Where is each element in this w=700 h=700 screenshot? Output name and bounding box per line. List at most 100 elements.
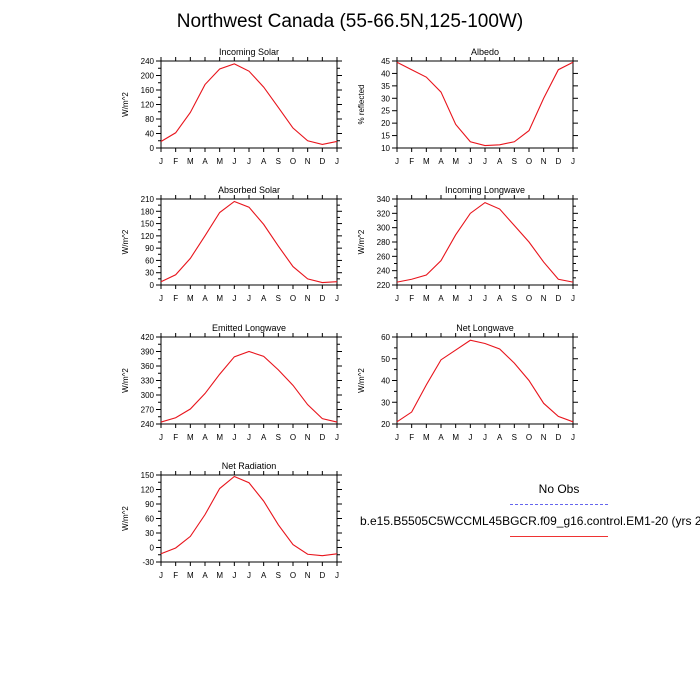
x-tick-label: A <box>261 571 267 580</box>
y-tick-label: 20 <box>381 119 390 128</box>
legend-obs-label: No Obs <box>538 482 580 496</box>
x-tick-label: A <box>261 433 267 442</box>
y-tick-label: 420 <box>141 333 155 342</box>
x-tick-label: S <box>512 157 517 166</box>
x-tick-label: J <box>335 294 339 303</box>
y-tick-label: 80 <box>145 115 154 124</box>
y-axis-label: W/m^2 <box>357 368 366 393</box>
x-tick-label: J <box>571 157 575 166</box>
y-tick-label: 240 <box>141 420 155 429</box>
y-tick-label: 0 <box>150 144 155 153</box>
y-tick-label: 210 <box>141 195 155 204</box>
x-tick-label: D <box>319 433 325 442</box>
x-tick-label: S <box>512 433 517 442</box>
y-tick-label: 10 <box>381 144 390 153</box>
x-tick-label: S <box>276 157 281 166</box>
x-tick-label: D <box>555 433 561 442</box>
y-tick-label: 300 <box>141 391 155 400</box>
y-tick-label: 340 <box>377 195 391 204</box>
x-tick-label: J <box>232 571 236 580</box>
x-tick-label: O <box>526 294 532 303</box>
y-tick-label: 320 <box>377 209 391 218</box>
x-tick-label: M <box>187 433 194 442</box>
y-tick-label: 35 <box>381 82 390 91</box>
x-tick-label: J <box>483 433 487 442</box>
x-tick-label: D <box>319 157 325 166</box>
y-tick-label: 120 <box>141 486 155 495</box>
y-tick-label: 30 <box>145 529 154 538</box>
x-tick-label: M <box>423 157 430 166</box>
y-tick-label: 270 <box>141 406 155 415</box>
x-tick-label: N <box>541 433 547 442</box>
chart-title: Net Radiation <box>222 461 277 471</box>
x-tick-label: J <box>247 433 251 442</box>
y-tick-label: 150 <box>141 220 155 229</box>
x-tick-label: O <box>290 433 296 442</box>
y-tick-label: 160 <box>141 86 155 95</box>
x-tick-label: N <box>305 433 311 442</box>
y-tick-label: 240 <box>377 267 391 276</box>
y-tick-label: 240 <box>141 57 155 66</box>
x-tick-label: S <box>276 294 281 303</box>
y-tick-label: 360 <box>141 362 155 371</box>
x-tick-label: D <box>555 157 561 166</box>
chart-title: Net Longwave <box>456 323 514 333</box>
y-tick-label: 300 <box>377 224 391 233</box>
y-tick-label: 30 <box>145 269 154 278</box>
x-tick-label: J <box>232 157 236 166</box>
x-tick-label: S <box>276 571 281 580</box>
y-tick-label: -30 <box>142 558 154 567</box>
y-tick-label: 40 <box>145 130 154 139</box>
x-tick-label: N <box>305 294 311 303</box>
x-tick-label: J <box>468 157 472 166</box>
y-tick-label: 330 <box>141 377 155 386</box>
x-tick-label: J <box>247 294 251 303</box>
y-tick-label: 15 <box>381 132 390 141</box>
y-axis-label: W/m^2 <box>121 92 130 117</box>
legend-model-line <box>510 536 608 537</box>
x-tick-label: J <box>468 294 472 303</box>
x-tick-label: A <box>438 294 444 303</box>
y-tick-label: 220 <box>377 281 391 290</box>
x-tick-label: A <box>497 433 503 442</box>
y-tick-label: 25 <box>381 107 390 116</box>
x-tick-label: J <box>247 157 251 166</box>
x-tick-label: D <box>319 571 325 580</box>
series-line-1 <box>160 475 338 557</box>
y-tick-label: 280 <box>377 238 391 247</box>
y-tick-label: 260 <box>377 252 391 261</box>
y-tick-label: 180 <box>141 207 155 216</box>
x-tick-label: J <box>159 157 163 166</box>
x-tick-label: J <box>571 294 575 303</box>
y-tick-label: 390 <box>141 348 155 357</box>
y-axis-label: W/m^2 <box>121 368 130 393</box>
x-tick-label: F <box>409 294 414 303</box>
x-tick-label: O <box>526 157 532 166</box>
x-tick-label: J <box>395 294 399 303</box>
x-tick-label: J <box>247 571 251 580</box>
x-tick-label: A <box>438 433 444 442</box>
x-tick-label: J <box>571 433 575 442</box>
y-tick-label: 120 <box>141 232 155 241</box>
y-tick-label: 0 <box>150 281 155 290</box>
series-line-1 <box>160 350 338 423</box>
x-tick-label: M <box>216 571 223 580</box>
x-tick-label: O <box>290 294 296 303</box>
chart-title: Incoming Longwave <box>445 185 525 195</box>
y-tick-label: 60 <box>381 333 390 342</box>
y-tick-label: 60 <box>145 256 154 265</box>
x-tick-label: M <box>187 157 194 166</box>
x-tick-label: F <box>173 294 178 303</box>
x-tick-label: D <box>319 294 325 303</box>
x-tick-label: N <box>541 157 547 166</box>
x-tick-label: J <box>232 433 236 442</box>
x-tick-label: N <box>305 157 311 166</box>
series-line-1 <box>396 61 574 147</box>
y-tick-label: 0 <box>150 544 155 553</box>
x-tick-label: M <box>216 433 223 442</box>
